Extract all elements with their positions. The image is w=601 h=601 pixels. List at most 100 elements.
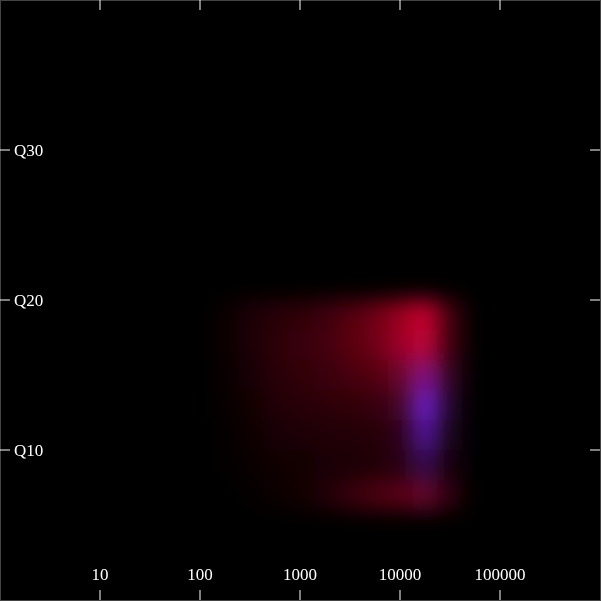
heat-cell <box>338 360 363 390</box>
heat-cell <box>338 420 363 450</box>
heat-cell <box>263 390 288 420</box>
x-tick <box>100 590 101 600</box>
heat-cell <box>263 480 288 510</box>
heat-cell <box>313 480 338 510</box>
heat-cell <box>213 390 238 420</box>
heat-cell <box>313 360 338 390</box>
heat-cell <box>288 480 313 510</box>
heat-cell <box>388 480 413 510</box>
heat-cell <box>413 300 438 330</box>
x-tick-label: 10 <box>92 565 109 584</box>
heat-cell <box>363 480 388 510</box>
heat-cell <box>388 450 413 480</box>
x-tick-top <box>300 0 301 10</box>
heat-cell <box>388 330 413 360</box>
y-tick <box>0 450 10 451</box>
heat-cell <box>438 450 463 480</box>
heat-cell <box>313 300 338 330</box>
heat-cell <box>388 330 413 360</box>
heat-cell <box>238 390 263 420</box>
heat-cell <box>263 330 288 360</box>
heat-cell <box>263 390 288 420</box>
heat-cell <box>338 480 363 510</box>
heat-cell <box>413 390 438 420</box>
heat-layer <box>213 300 463 510</box>
y-tick <box>0 150 10 151</box>
y-tick-right <box>590 150 600 151</box>
heat-cell <box>238 450 263 480</box>
heat-cell <box>438 330 463 360</box>
heat-cell <box>238 360 263 390</box>
heat-cell <box>213 360 238 390</box>
heat-cell <box>413 300 438 330</box>
heat-cell <box>313 330 338 360</box>
heat-cell <box>213 480 238 510</box>
chart: 10100100010000100000Q10Q20Q30 <box>0 0 601 601</box>
heat-cell <box>288 330 313 360</box>
heat-cell <box>263 420 288 450</box>
heat-cell <box>413 360 438 390</box>
heat-cell <box>438 420 463 450</box>
heat-cell <box>288 330 313 360</box>
heat-cell <box>288 300 313 330</box>
heat-cell <box>238 420 263 450</box>
heat-cell <box>413 480 438 510</box>
plot-area <box>213 300 463 510</box>
heat-cell <box>238 300 263 330</box>
heat-cell <box>213 300 238 330</box>
heat-cell <box>413 480 438 510</box>
heat-cell <box>363 420 388 450</box>
heat-cell <box>338 300 363 330</box>
heat-cell <box>288 300 313 330</box>
heat-cell <box>263 450 288 480</box>
heat-cell <box>288 360 313 390</box>
heat-cell <box>263 450 288 480</box>
heat-cell <box>388 360 413 390</box>
heat-cell <box>313 390 338 420</box>
heat-cell <box>263 330 288 360</box>
heat-cell <box>363 360 388 390</box>
heat-cell <box>438 390 463 420</box>
heat-cell <box>313 300 338 330</box>
heat-cell <box>413 330 438 360</box>
heat-cell <box>438 300 463 330</box>
heat-cell <box>213 420 238 450</box>
heat-cell <box>238 360 263 390</box>
x-tick <box>400 590 401 600</box>
heat-cell <box>363 330 388 360</box>
x-tick <box>200 590 201 600</box>
heat-cell <box>313 330 338 360</box>
heat-cell <box>413 360 438 390</box>
heat-cell <box>288 420 313 450</box>
heat-cell <box>238 330 263 360</box>
x-tick-top <box>100 0 101 10</box>
heat-cell <box>388 480 413 510</box>
heat-cell <box>363 450 388 480</box>
heat-cell <box>238 420 263 450</box>
heat-cell <box>263 300 288 330</box>
heat-cell <box>313 480 338 510</box>
heat-cell <box>238 330 263 360</box>
heat-cell <box>213 420 238 450</box>
heat-cell <box>313 450 338 480</box>
heat-cell <box>388 390 413 420</box>
y-tick-label: Q20 <box>14 291 43 310</box>
x-tick-top <box>400 0 401 10</box>
x-tick-top <box>500 0 501 10</box>
heat-cell <box>338 300 363 330</box>
x-tick-label: 100 <box>187 565 213 584</box>
heat-cell <box>213 330 238 360</box>
plot-frame <box>1 1 601 601</box>
heat-layer <box>213 300 463 510</box>
heat-cell <box>288 450 313 480</box>
x-tick <box>500 590 501 600</box>
heat-cell <box>338 330 363 360</box>
heat-cell <box>238 480 263 510</box>
x-tick-top <box>200 0 201 10</box>
heat-cell <box>363 300 388 330</box>
heat-cell <box>238 390 263 420</box>
heat-cell <box>363 390 388 420</box>
heat-cell <box>313 420 338 450</box>
heat-cell <box>438 300 463 330</box>
heat-cell <box>413 420 438 450</box>
